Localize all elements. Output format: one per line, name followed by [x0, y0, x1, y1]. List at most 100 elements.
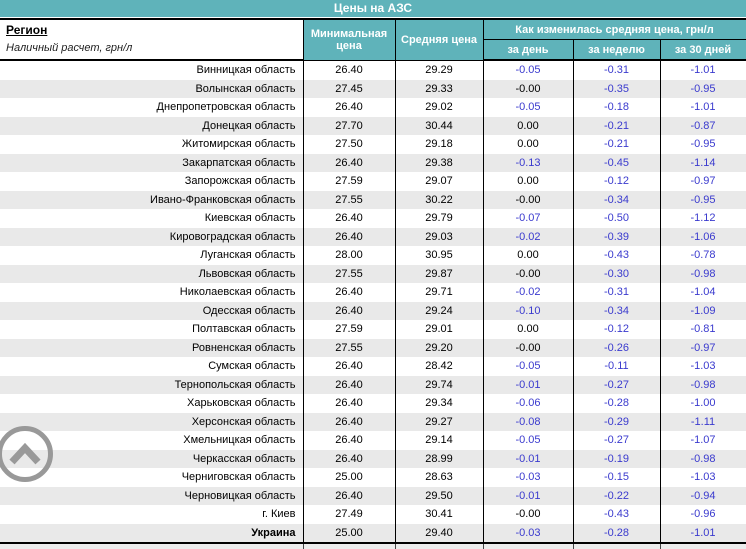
page-title: Цены на АЗС [0, 0, 746, 17]
change-day-cell: -0.03 [482, 523, 573, 544]
change-day-cell: -0.01 [482, 375, 573, 394]
change-week-cell: -0.43 [572, 246, 660, 265]
table-row: Днепропетровская область 26.40 29.02 -0.… [0, 98, 746, 117]
avg-price-cell: 29.38 [394, 153, 483, 172]
change-month-cell: -1.03 [659, 357, 746, 376]
change-week-cell: -0.21 [572, 135, 660, 154]
change-day-cell: -0.00 [482, 79, 573, 98]
change-month-cell: -1.01 [659, 60, 746, 80]
change-day-cell: 0.00 [482, 116, 573, 135]
cutoff-cell [0, 544, 303, 549]
region-cell: Закарпатская область [0, 153, 303, 172]
change-week-cell: -0.12 [572, 172, 660, 191]
change-week-cell: -0.27 [572, 375, 660, 394]
min-price-column-header: Минимальная цена [302, 18, 396, 61]
change-day-cell: 0.00 [482, 135, 573, 154]
table-row: Херсонская область 26.40 29.27 -0.08 -0.… [0, 412, 746, 431]
avg-price-cell: 29.14 [394, 431, 483, 450]
avg-price-cell: 30.44 [394, 116, 483, 135]
change-month-cell: -0.95 [659, 135, 746, 154]
change-day-cell: -0.07 [482, 209, 573, 228]
change-month-cell: -0.81 [659, 320, 746, 339]
min-price-cell: 27.45 [302, 79, 395, 98]
change-month-cell: -0.97 [659, 338, 746, 357]
change-month-cell: -0.95 [659, 190, 746, 209]
table-row: Луганская область 28.00 30.95 0.00 -0.43… [0, 246, 746, 265]
min-price-cell: 26.40 [302, 227, 395, 246]
region-cell: Хмельницкая область [183, 434, 296, 447]
change-day-cell: -0.08 [482, 412, 573, 431]
table-row: Украина 25.00 29.40 -0.03 -0.28 -1.01 [0, 523, 746, 544]
change-month-cell: -1.12 [659, 209, 746, 228]
region-cell: Черкасская область [0, 449, 303, 468]
min-price-cell: 27.59 [302, 172, 395, 191]
change-week-cell: -0.50 [572, 209, 660, 228]
change-month-cell: -0.98 [659, 449, 746, 468]
avg-price-cell: 29.34 [394, 394, 483, 413]
change-week-cell: -0.34 [572, 190, 660, 209]
change-month-cell: -0.78 [659, 246, 746, 265]
min-price-cell: 26.40 [302, 486, 395, 505]
avg-price-cell: 29.27 [394, 412, 483, 431]
change-day-cell: 0.00 [482, 246, 573, 265]
table-row: Черкасская область 26.40 28.99 -0.01 -0.… [0, 449, 746, 468]
cutoff-cell [660, 544, 746, 549]
change-day-cell: -0.05 [482, 357, 573, 376]
region-cell: Полтавская область [192, 323, 296, 336]
change-week-cell: -0.34 [572, 301, 660, 320]
avg-price-cell: 29.79 [394, 209, 483, 228]
min-price-cell: 27.50 [302, 135, 395, 154]
change-month-cell: -1.00 [659, 394, 746, 413]
table-row: Черниговская область 25.00 28.63 -0.03 -… [0, 468, 746, 487]
min-price-cell: 27.70 [302, 116, 395, 135]
avg-price-cell: 29.71 [394, 283, 483, 302]
change-month-cell: -1.11 [659, 412, 746, 431]
region-cell: Киевская область [204, 212, 296, 225]
table-row: Киевская область 26.40 29.79 -0.07 -0.50… [0, 209, 746, 228]
change-day-cell: -0.10 [482, 301, 573, 320]
avg-price-cell: 29.40 [394, 523, 483, 544]
region-cell: Луганская область [200, 249, 296, 262]
region-cell: Украина [0, 523, 303, 544]
table-body: Винницкая область 26.40 29.29 -0.05 -0.3… [0, 60, 746, 544]
avg-price-cell: 29.29 [394, 60, 483, 80]
change-month-column-header: за 30 дней [659, 39, 746, 61]
avg-price-cell: 29.33 [394, 79, 483, 98]
change-month-cell: -1.06 [659, 227, 746, 246]
change-week-cell: -0.15 [572, 468, 660, 487]
change-week-column-header: за неделю [572, 39, 661, 61]
change-week-cell: -0.28 [572, 394, 660, 413]
table-row: Харьковская область 26.40 29.34 -0.06 -0… [0, 394, 746, 413]
region-cell: Ивано-Франковская область [0, 190, 303, 209]
table-row: Сумская область 26.40 28.42 -0.05 -0.11 … [0, 357, 746, 376]
change-week-cell: -0.45 [572, 153, 660, 172]
change-week-cell: -0.29 [572, 412, 660, 431]
change-month-cell: -1.01 [659, 523, 746, 544]
change-week-cell: -0.43 [572, 505, 660, 524]
change-day-cell: -0.01 [482, 486, 573, 505]
change-week-cell: -0.31 [572, 283, 660, 302]
region-cell: Херсонская область [0, 412, 303, 431]
table-row: Тернопольская область 26.40 29.74 -0.01 … [0, 375, 746, 394]
min-price-cell: 26.40 [302, 98, 395, 117]
change-week-cell: -0.18 [572, 98, 660, 117]
table-row: Кировоградская область 26.40 29.03 -0.02… [0, 227, 746, 246]
chevron-up-icon [7, 442, 43, 466]
table-header: Регион Наличный расчет, грн/л Минимальна… [0, 18, 746, 61]
change-week-cell: -0.30 [572, 264, 660, 283]
scroll-to-top-button[interactable] [0, 426, 53, 482]
min-price-cell: 27.49 [302, 505, 395, 524]
change-day-cell: -0.06 [482, 394, 573, 413]
min-price-cell: 26.40 [302, 375, 395, 394]
avg-price-cell: 29.03 [394, 227, 483, 246]
min-price-cell: 26.40 [302, 301, 395, 320]
avg-price-cell: 29.01 [394, 320, 483, 339]
change-week-cell: -0.26 [572, 338, 660, 357]
change-month-cell: -1.01 [659, 98, 746, 117]
avg-price-cell: 29.18 [394, 135, 483, 154]
change-month-cell: -1.09 [659, 301, 746, 320]
region-cell: Донецкая область [0, 116, 303, 135]
change-week-cell: -0.12 [572, 320, 660, 339]
fuel-prices-table: Регион Наличный расчет, грн/л Минимальна… [0, 18, 746, 544]
